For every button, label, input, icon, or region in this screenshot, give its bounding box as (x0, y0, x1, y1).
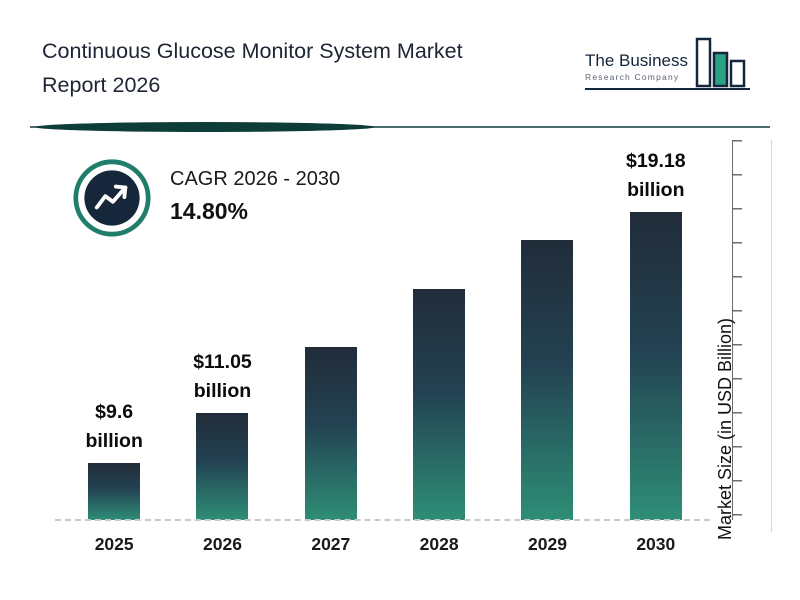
y-axis-line (732, 140, 742, 520)
x-tick-label-2030: 2030 (636, 534, 676, 554)
title-line1: Continuous Glucose Monitor System Market (42, 39, 463, 63)
bar-column-2025: $9.6 billion 2025 (60, 140, 168, 555)
cagr-value: 14.80% (170, 198, 249, 224)
bar-value-label-2030: $19.18 billion (625, 149, 686, 201)
x-tick-label-2026: 2026 (203, 534, 242, 554)
company-logo: The Business Research Company (585, 36, 750, 90)
bar-2028 (413, 289, 466, 520)
logo-bars-icon (695, 37, 746, 88)
logo-row: The Business Research Company (585, 36, 750, 90)
divider-line (30, 122, 770, 132)
x-tick-label-2029: 2029 (528, 534, 567, 554)
chart-baseline (55, 519, 710, 521)
cagr-label: CAGR 2026 - 2030 (170, 168, 341, 190)
bar-chart: $9.6 billion 2025 $11.05 billion 2026 2027 2028… (60, 140, 710, 555)
bar-2029 (521, 240, 574, 520)
bar-2025 (88, 463, 141, 520)
bar-column-2030: $19.18 billion 2030 (602, 140, 710, 555)
bar-column-2029: 2029 (493, 140, 601, 554)
page-title: Continuous Glucose Monitor System Market… (42, 34, 463, 103)
bar-column-2026: $11.05 billion 2026 (168, 140, 276, 555)
logo-subname: Research Company (585, 72, 680, 82)
bar-2027 (304, 347, 357, 520)
bar-column-2027: 2027 (277, 140, 385, 554)
bar-2026 (196, 413, 249, 520)
cagr-block: CAGR 2026 - 2030 14.80% (72, 158, 340, 238)
y-axis-label: Market Size (in USD Billion) (715, 317, 735, 540)
cagr-texts: CAGR 2026 - 2030 14.80% (170, 158, 340, 225)
bar-2030 (629, 212, 682, 520)
x-tick-label-2028: 2028 (419, 534, 459, 554)
logo-name: The Business (585, 51, 688, 70)
bar-value-label-2025: $9.6 billion (85, 400, 143, 452)
bar-value-label-2026: $11.05 billion (193, 350, 252, 402)
bar-column-2028: 2028 (385, 140, 493, 554)
y-axis-secondary-line (771, 140, 772, 532)
logo-text: The Business Research Company (585, 51, 688, 88)
title-line2: Report 2026 (42, 73, 161, 98)
x-tick-label-2025: 2025 (94, 534, 134, 554)
x-tick-label-2027: 2027 (311, 534, 351, 554)
growth-trend-icon (73, 159, 151, 237)
